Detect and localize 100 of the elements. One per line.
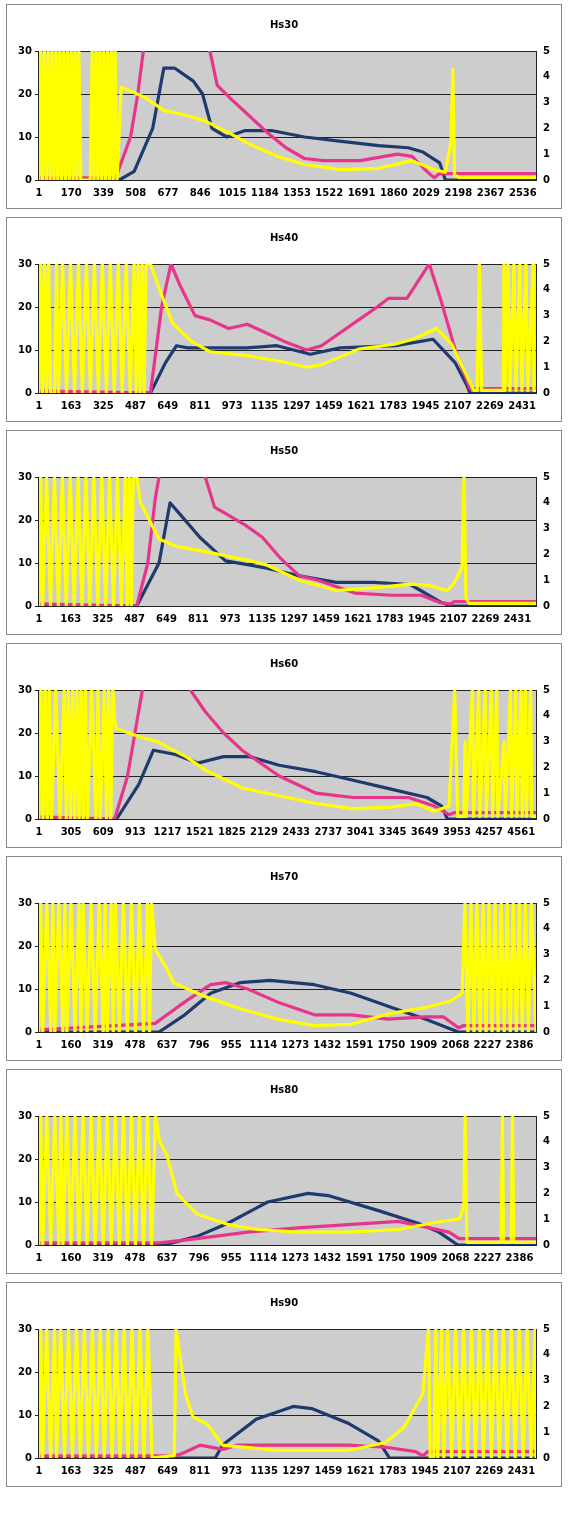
y-tick-label: 10 — [17, 982, 32, 994]
y-tick-label: 30 — [17, 44, 32, 56]
y-tick-label: 30 — [17, 470, 32, 482]
y2-tick-label: 4 — [543, 1348, 551, 1360]
y2-tick-label: 3 — [543, 522, 551, 534]
y2-tick-label: 4 — [543, 70, 551, 82]
y2-tick-label: 5 — [543, 896, 551, 908]
y-tick-label: 30 — [17, 1109, 32, 1121]
y-tick-label: 0 — [24, 812, 32, 824]
x-tick-label: 1 — [35, 825, 43, 837]
chart-title: Hs30 — [269, 18, 299, 30]
x-tick-label: 1591 — [345, 1038, 374, 1050]
x-tick-label: 1 — [35, 1251, 43, 1263]
x-tick-label: 973 — [219, 612, 241, 624]
x-tick-label: 2068 — [441, 1038, 470, 1050]
x-tick-label: 1945 — [411, 399, 440, 411]
y-tick-label: 0 — [24, 1025, 32, 1037]
x-tick-label: 163 — [60, 1464, 82, 1476]
x-tick-label: 1135 — [250, 399, 279, 411]
y2-tick-label: 1 — [543, 999, 551, 1011]
x-tick-label: 973 — [221, 1464, 243, 1476]
y2-tick-label: 4 — [543, 496, 551, 508]
y-tick-label: 20 — [17, 87, 32, 99]
x-tick-label: 487 — [124, 1464, 146, 1476]
y2-tick-label: 3 — [543, 1161, 551, 1173]
x-tick-label: 2227 — [473, 1038, 502, 1050]
chart-title: Hs60 — [269, 657, 299, 669]
chart-title: Hs50 — [269, 444, 299, 456]
y-tick-label: 20 — [17, 939, 32, 951]
x-tick-label: 305 — [60, 825, 82, 837]
x-tick-label: 1783 — [375, 612, 404, 624]
x-tick-label: 1825 — [217, 825, 246, 837]
x-tick-label: 1 — [35, 1464, 43, 1476]
x-tick-label: 325 — [92, 612, 114, 624]
x-tick-label: 1 — [35, 612, 43, 624]
y2-tick-label: 3 — [543, 96, 551, 108]
y2-tick-label: 5 — [543, 1322, 551, 1334]
x-tick-label: 3649 — [410, 825, 439, 837]
x-tick-label: 1297 — [282, 399, 311, 411]
y-tick-label: 20 — [17, 1152, 32, 1164]
x-tick-label: 1114 — [249, 1251, 278, 1263]
y2-tick-label: 1 — [543, 1425, 551, 1437]
y2-tick-label: 4 — [543, 922, 551, 934]
x-tick-label: 955 — [220, 1251, 242, 1263]
x-tick-label: 1217 — [153, 825, 182, 837]
y2-tick-label: 2 — [543, 547, 551, 559]
x-tick-label: 2737 — [314, 825, 343, 837]
y-tick-label: 30 — [17, 683, 32, 695]
x-tick-label: 1591 — [345, 1251, 374, 1263]
x-tick-label: 1909 — [409, 1251, 438, 1263]
y-tick-label: 0 — [24, 386, 32, 398]
x-tick-label: 163 — [60, 399, 82, 411]
y2-tick-label: 2 — [543, 973, 551, 985]
x-tick-label: 973 — [221, 399, 243, 411]
x-tick-label: 2269 — [471, 612, 500, 624]
x-tick-label: 160 — [60, 1038, 82, 1050]
x-tick-label: 2386 — [505, 1038, 534, 1050]
x-tick-label: 1750 — [377, 1038, 406, 1050]
y2-tick-label: 0 — [543, 1451, 551, 1463]
x-tick-label: 1297 — [282, 1464, 311, 1476]
x-tick-label: 170 — [60, 186, 82, 198]
y2-tick-label: 3 — [543, 735, 551, 747]
x-tick-label: 2107 — [443, 1464, 471, 1476]
x-tick-label: 1114 — [249, 1038, 278, 1050]
x-tick-label: 1432 — [313, 1251, 342, 1263]
x-tick-label: 1621 — [346, 1464, 375, 1476]
x-tick-label: 649 — [157, 1464, 179, 1476]
y2-tick-label: 0 — [543, 173, 551, 185]
x-tick-label: 1521 — [185, 825, 214, 837]
chart-title: Hs70 — [269, 870, 299, 882]
x-tick-label: 1353 — [283, 186, 311, 198]
y2-tick-label: 4 — [543, 709, 551, 721]
y-tick-label: 20 — [17, 300, 32, 312]
y2-tick-label: 2 — [543, 121, 551, 133]
x-tick-label: 811 — [187, 612, 209, 624]
x-tick-label: 2198 — [444, 186, 473, 198]
y-tick-label: 0 — [24, 1238, 32, 1250]
x-tick-label: 1459 — [314, 399, 343, 411]
y-tick-label: 20 — [17, 726, 32, 738]
x-tick-label: 2386 — [505, 1251, 534, 1263]
y2-tick-label: 2 — [543, 334, 551, 346]
x-tick-label: 160 — [60, 1251, 82, 1263]
x-tick-label: 846 — [189, 186, 211, 198]
x-tick-label: 3345 — [378, 825, 407, 837]
x-tick-label: 1135 — [248, 612, 277, 624]
y2-tick-label: 0 — [543, 1025, 551, 1037]
y2-tick-label: 1 — [543, 573, 551, 585]
x-tick-label: 677 — [157, 186, 179, 198]
x-tick-label: 913 — [124, 825, 146, 837]
x-tick-label: 609 — [92, 825, 114, 837]
y2-tick-label: 1 — [543, 147, 551, 159]
y2-tick-label: 5 — [543, 470, 551, 482]
y-tick-label: 10 — [17, 130, 32, 142]
y-tick-label: 10 — [17, 1195, 32, 1207]
y2-tick-label: 1 — [543, 786, 551, 798]
x-tick-label: 1945 — [407, 612, 436, 624]
y2-tick-label: 0 — [543, 812, 551, 824]
y2-tick-label: 5 — [543, 1109, 551, 1121]
x-tick-label: 319 — [92, 1038, 114, 1050]
x-tick-label: 1945 — [410, 1464, 439, 1476]
